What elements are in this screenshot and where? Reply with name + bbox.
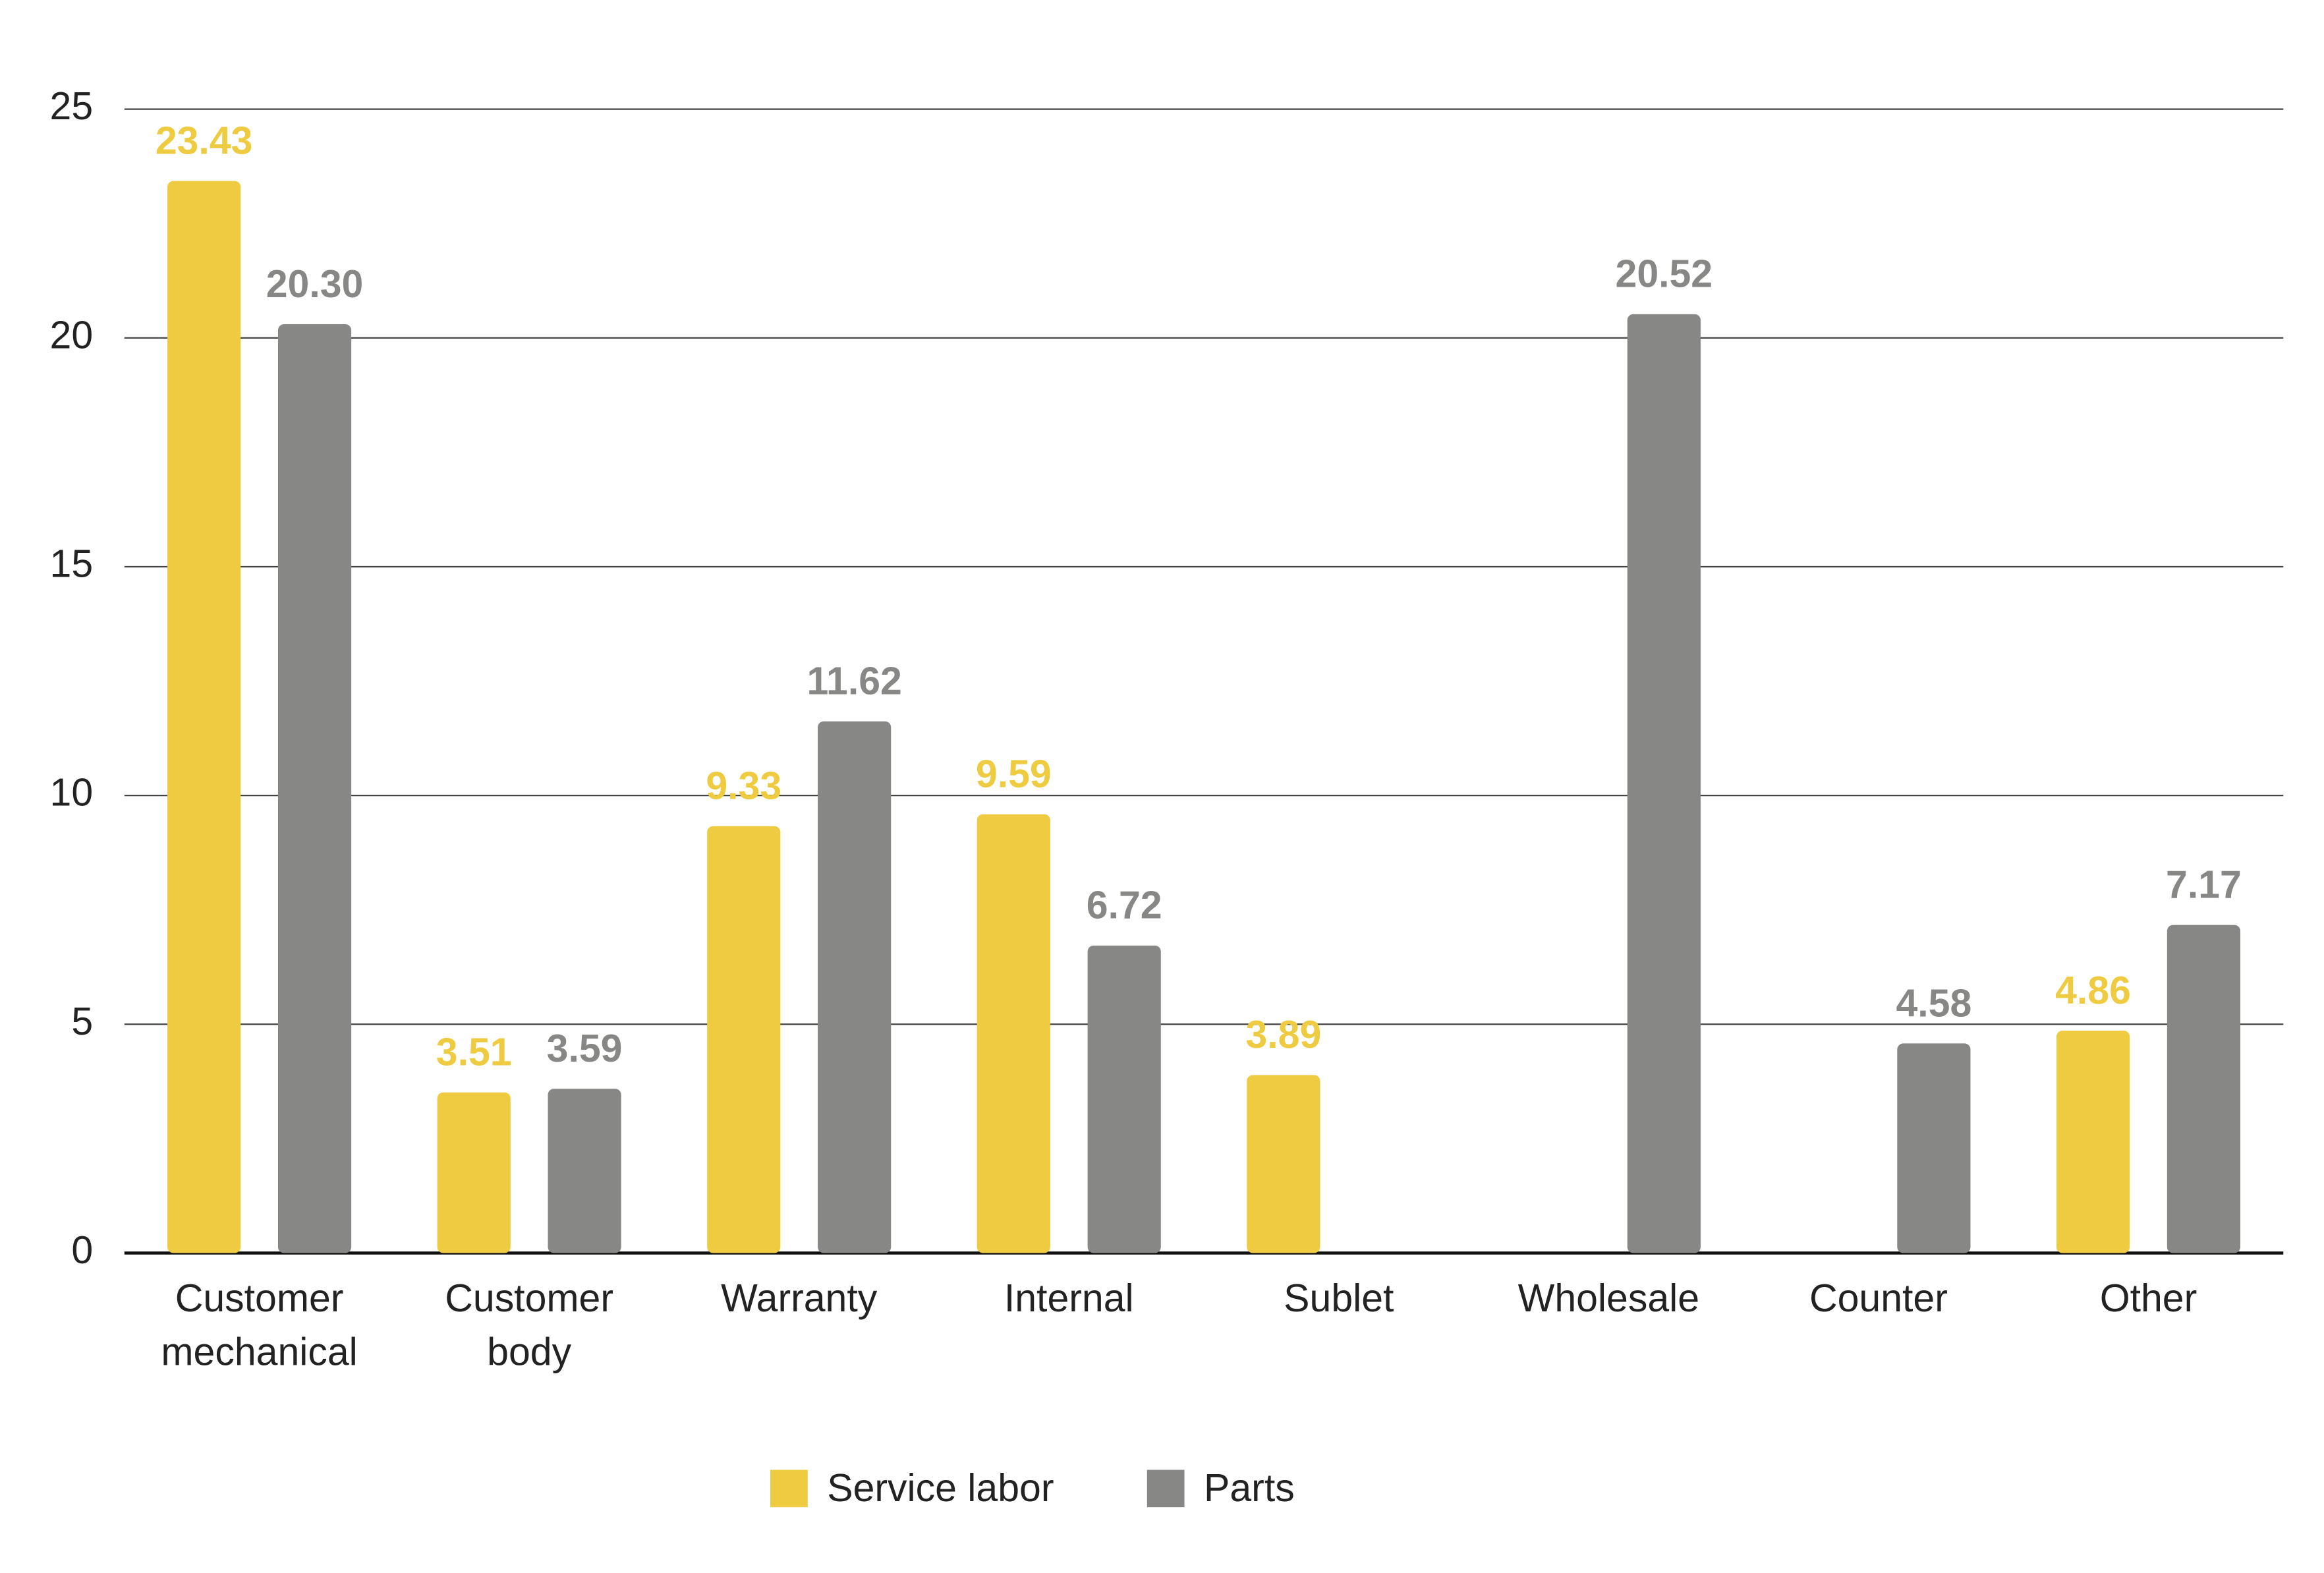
legend-label: Parts <box>1204 1466 1295 1510</box>
bar <box>977 814 1050 1253</box>
x-tick-label: Counter <box>1809 1276 1948 1320</box>
bar <box>707 826 781 1253</box>
x-tick-label: Sublet <box>1284 1276 1394 1320</box>
bar <box>548 1089 621 1253</box>
legend-swatch <box>770 1470 808 1508</box>
value-label: 23.43 <box>156 119 253 162</box>
y-tick-label: 20 <box>50 313 94 357</box>
value-label: 6.72 <box>1087 884 1162 927</box>
y-tick-label: 25 <box>50 84 94 128</box>
bar <box>2167 925 2241 1253</box>
bar <box>1087 945 1161 1253</box>
bar <box>167 181 241 1253</box>
value-label: 11.62 <box>807 659 901 702</box>
value-label: 7.17 <box>2166 863 2242 906</box>
bar <box>277 324 352 1253</box>
bar <box>2056 1030 2130 1253</box>
value-label: 20.30 <box>266 262 364 306</box>
legend-swatch <box>1147 1470 1185 1508</box>
x-tick-label: Wholesale <box>1518 1276 1699 1320</box>
bar <box>1627 314 1701 1253</box>
y-tick-label: 5 <box>71 1000 93 1043</box>
value-label: 3.89 <box>1245 1013 1321 1056</box>
x-tick-label: Customer body <box>445 1276 613 1374</box>
x-tick-label: Customer mechanical <box>161 1276 357 1374</box>
value-label: 9.59 <box>976 752 1052 795</box>
y-tick-label: 10 <box>50 771 94 815</box>
value-label: 3.51 <box>436 1031 512 1074</box>
value-label: 4.58 <box>1896 981 1971 1025</box>
bar <box>1247 1075 1320 1253</box>
bar <box>818 721 892 1253</box>
y-tick-label: 0 <box>71 1228 93 1272</box>
y-tick-label: 15 <box>50 542 94 586</box>
legend-label: Service labor <box>827 1466 1054 1510</box>
bar <box>1897 1043 1971 1253</box>
value-label: 3.59 <box>547 1027 623 1070</box>
x-tick-label: Warranty <box>721 1276 878 1320</box>
value-label: 20.52 <box>1616 252 1713 296</box>
x-tick-label: Internal <box>1004 1276 1134 1320</box>
value-label: 4.86 <box>2055 969 2131 1012</box>
bar <box>437 1092 511 1253</box>
value-label: 9.33 <box>706 764 781 807</box>
x-tick-label: Other <box>2100 1276 2197 1320</box>
